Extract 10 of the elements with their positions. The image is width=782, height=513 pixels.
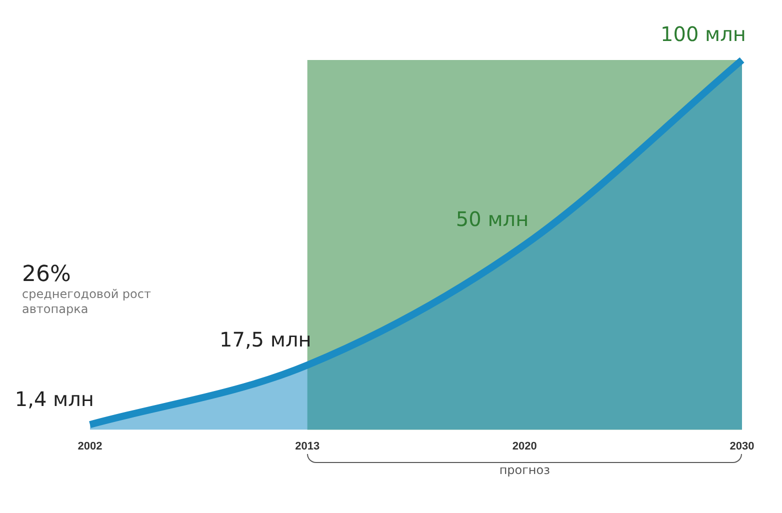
annotation: 26% среднегодовой рост автопарка (22, 262, 152, 317)
band-label: прогноз (499, 462, 550, 477)
x-tick-label: 2013 (295, 440, 320, 452)
x-tick-label: 2002 (78, 440, 102, 452)
data-label: 17,5 млн (219, 327, 312, 352)
data-label: 1,4 млн (14, 386, 94, 411)
x-tick-label: 2030 (730, 440, 754, 452)
data-label: 100 млн (660, 22, 746, 46)
data-label: 50 млн (456, 207, 529, 232)
x-tick-label: 2020 (512, 440, 537, 452)
